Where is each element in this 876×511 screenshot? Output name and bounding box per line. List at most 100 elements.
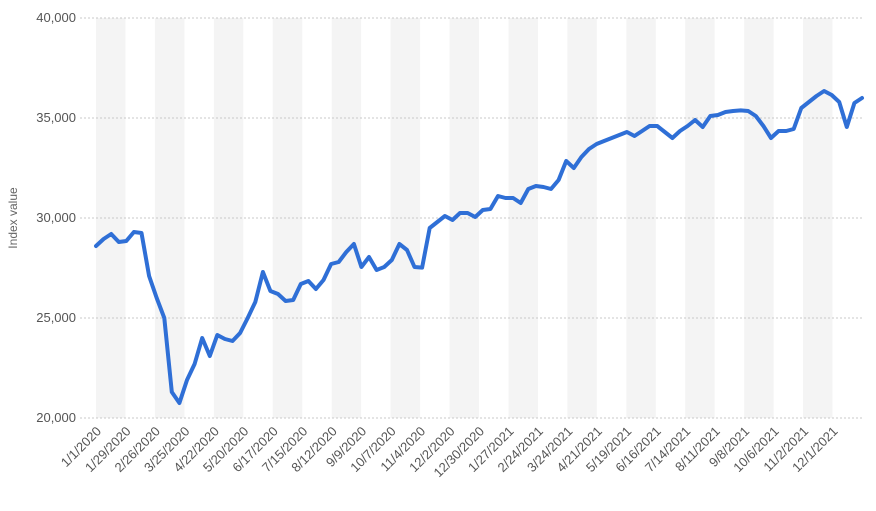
data-point [504,196,508,200]
data-point [322,278,326,282]
data-point [215,333,219,337]
data-point [754,114,758,118]
data-point [837,100,841,104]
data-point [102,237,106,241]
data-point [708,114,712,118]
data-point [466,211,470,215]
data-point [314,287,318,291]
data-point [458,211,462,215]
data-point [587,147,591,151]
data-point [693,118,697,122]
data-point [231,339,235,343]
data-point [473,215,477,219]
data-point [860,96,864,100]
series-group [94,89,864,405]
data-point [526,187,530,191]
data-point [610,136,614,140]
data-point [170,390,174,394]
data-point [428,226,432,230]
data-point [496,194,500,198]
data-point [162,316,166,320]
data-point [769,136,773,140]
data-point [223,337,227,341]
data-point [716,113,720,117]
data-point [481,208,485,212]
data-point [306,279,310,283]
data-point [147,274,151,278]
y-axis-label: Index value [6,187,20,249]
data-point [822,89,826,93]
data-point [777,129,781,133]
data-point [686,124,690,128]
data-point [382,265,386,269]
data-point [253,300,257,304]
data-point [761,124,765,128]
data-point [238,331,242,335]
y-axis-ticks: 20,000 25,000 30,000 35,000 40,000 [36,10,76,425]
data-point [784,129,788,133]
data-point [632,134,636,138]
data-point [731,109,735,113]
data-point [739,108,743,112]
data-point [413,265,417,269]
y-tick-label: 20,000 [36,410,76,425]
data-point [337,260,341,264]
data-point [177,401,181,405]
data-point [511,196,515,200]
data-point [450,218,454,222]
data-point [678,129,682,133]
data-point [595,142,599,146]
data-point [572,166,576,170]
data-point [746,109,750,113]
data-point [549,187,553,191]
data-point [117,240,121,244]
data-point [208,354,212,358]
data-point [488,207,492,211]
data-point [435,220,439,224]
data-point [132,230,136,234]
data-point [640,129,644,133]
data-point [625,130,629,134]
data-point [845,125,849,129]
data-point [534,184,538,188]
data-point [375,268,379,272]
data-point [344,250,348,254]
data-point [670,136,674,140]
data-point [814,94,818,98]
y-tick-label: 40,000 [36,10,76,25]
data-point [352,242,356,246]
data-point [390,258,394,262]
data-point [359,265,363,269]
data-point [519,201,523,205]
data-point [648,124,652,128]
data-point [617,133,621,137]
x-axis-ticks: 1/1/20201/29/20202/26/20203/25/20204/22/… [58,424,841,481]
data-point [299,282,303,286]
data-point [405,248,409,252]
data-point [557,178,561,182]
data-point [701,125,705,129]
data-point [284,299,288,303]
y-tick-label: 30,000 [36,210,76,225]
data-point [602,139,606,143]
data-point [94,244,98,248]
data-point [276,292,280,296]
data-point [261,270,265,274]
data-point [109,232,113,236]
data-point [792,127,796,131]
data-point [807,100,811,104]
data-point [443,214,447,218]
data-point [397,242,401,246]
data-point [140,231,144,235]
data-point [663,130,667,134]
series-line [94,89,864,405]
data-point [541,185,545,189]
data-point [193,362,197,366]
y-tick-label: 35,000 [36,110,76,125]
data-point [579,155,583,159]
data-point [420,266,424,270]
data-point [799,106,803,110]
data-point [830,93,834,97]
